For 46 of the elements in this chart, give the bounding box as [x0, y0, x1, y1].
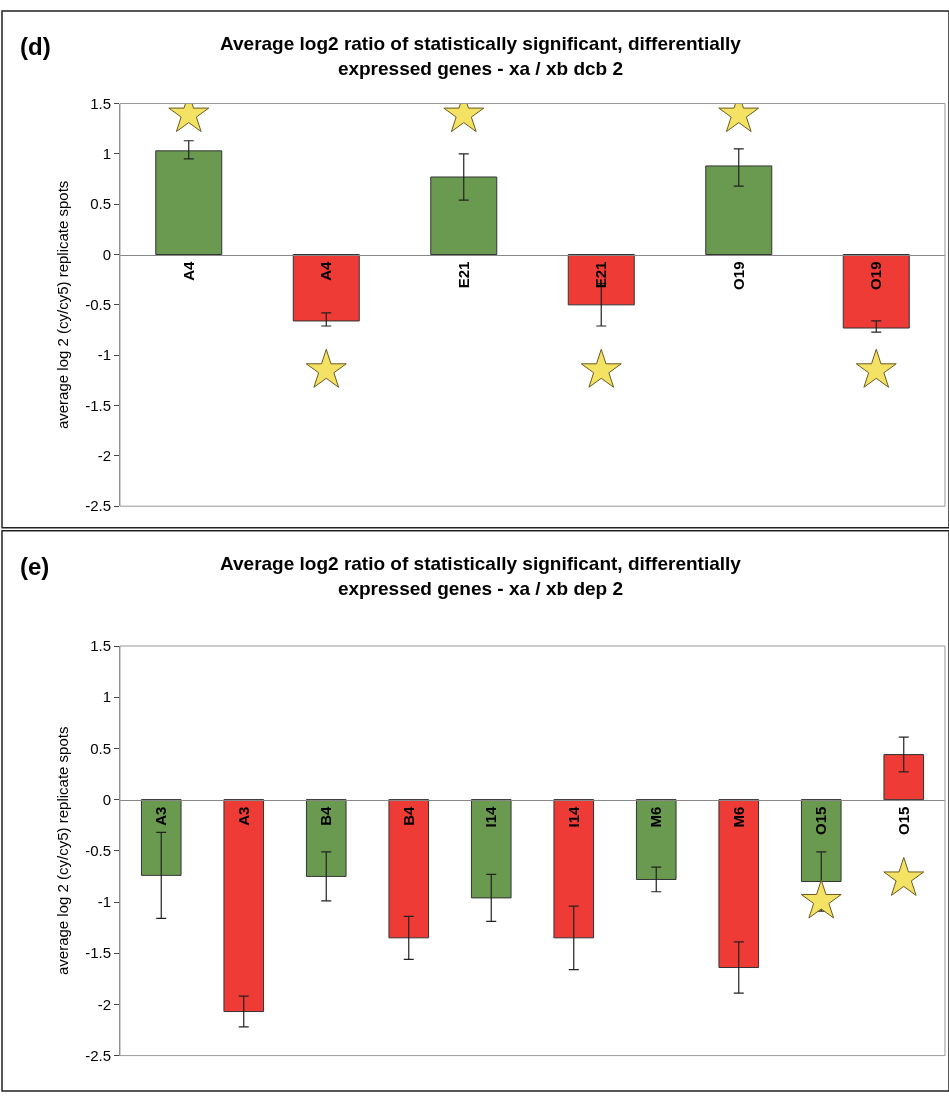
- x-tick-label: M6: [647, 806, 665, 828]
- x-tick-label: O19: [729, 261, 747, 290]
- chart-title: Average log2 ratio of statistically significant, differentially expressed genes - xa / xb dep 2: [220, 553, 742, 599]
- x-tick-label: A4: [317, 260, 335, 281]
- bar: [430, 176, 498, 256]
- y-tick-label: -2: [97, 995, 111, 1013]
- y-tick-label: -0.5: [85, 842, 111, 860]
- bar: [567, 254, 635, 306]
- y-axis-title: average log 2 (cy/cy5) replicate spots: [54, 180, 72, 430]
- x-tick-label: A3: [152, 806, 170, 826]
- bar: [155, 150, 223, 256]
- x-tick-label: I14: [564, 805, 582, 828]
- bar: [705, 165, 773, 256]
- x-tick-label: O15: [894, 806, 912, 835]
- y-tick-label: 1: [102, 145, 111, 163]
- text: (d): [20, 33, 51, 60]
- x-tick-label: E21: [592, 261, 610, 289]
- y-tick-label: 0.5: [90, 195, 111, 213]
- y-tick-label: 1.5: [90, 94, 111, 112]
- chart-title: Average log2 ratio of statistically significant, differentially expressed genes - xa / xb dcb 2: [220, 33, 742, 79]
- x-tick-label: O19: [867, 261, 885, 290]
- x-tick-label: B4: [317, 805, 335, 826]
- bar: [842, 254, 910, 329]
- y-tick-label: 0: [102, 245, 111, 263]
- y-tick-label: -1.5: [85, 944, 111, 962]
- x-tick-label: B4: [399, 805, 417, 826]
- y-tick-label: -2.5: [85, 1046, 111, 1064]
- text: (e): [20, 553, 50, 580]
- bar: [292, 254, 360, 322]
- y-tick-label: -2: [97, 447, 111, 465]
- y-tick-label: 1: [102, 688, 111, 706]
- y-tick-label: -0.5: [85, 296, 111, 314]
- x-tick-label: A4: [179, 260, 197, 281]
- y-tick-label: -1.5: [85, 396, 111, 414]
- y-tick-label: -1: [97, 346, 111, 364]
- y-tick-label: 1.5: [90, 637, 111, 655]
- y-tick-label: -2.5: [85, 497, 111, 515]
- x-tick-label: I14: [482, 805, 500, 828]
- x-tick-label: E21: [454, 261, 472, 289]
- y-tick-label: 0.5: [90, 739, 111, 757]
- x-tick-label: O15: [812, 806, 830, 835]
- y-axis-title: average log 2 (cy/cy5) replicate spots: [54, 726, 72, 976]
- x-tick-label: M6: [729, 806, 747, 828]
- x-tick-label: A3: [234, 806, 252, 826]
- y-tick-label: 0: [102, 790, 111, 808]
- y-tick-label: -1: [97, 893, 111, 911]
